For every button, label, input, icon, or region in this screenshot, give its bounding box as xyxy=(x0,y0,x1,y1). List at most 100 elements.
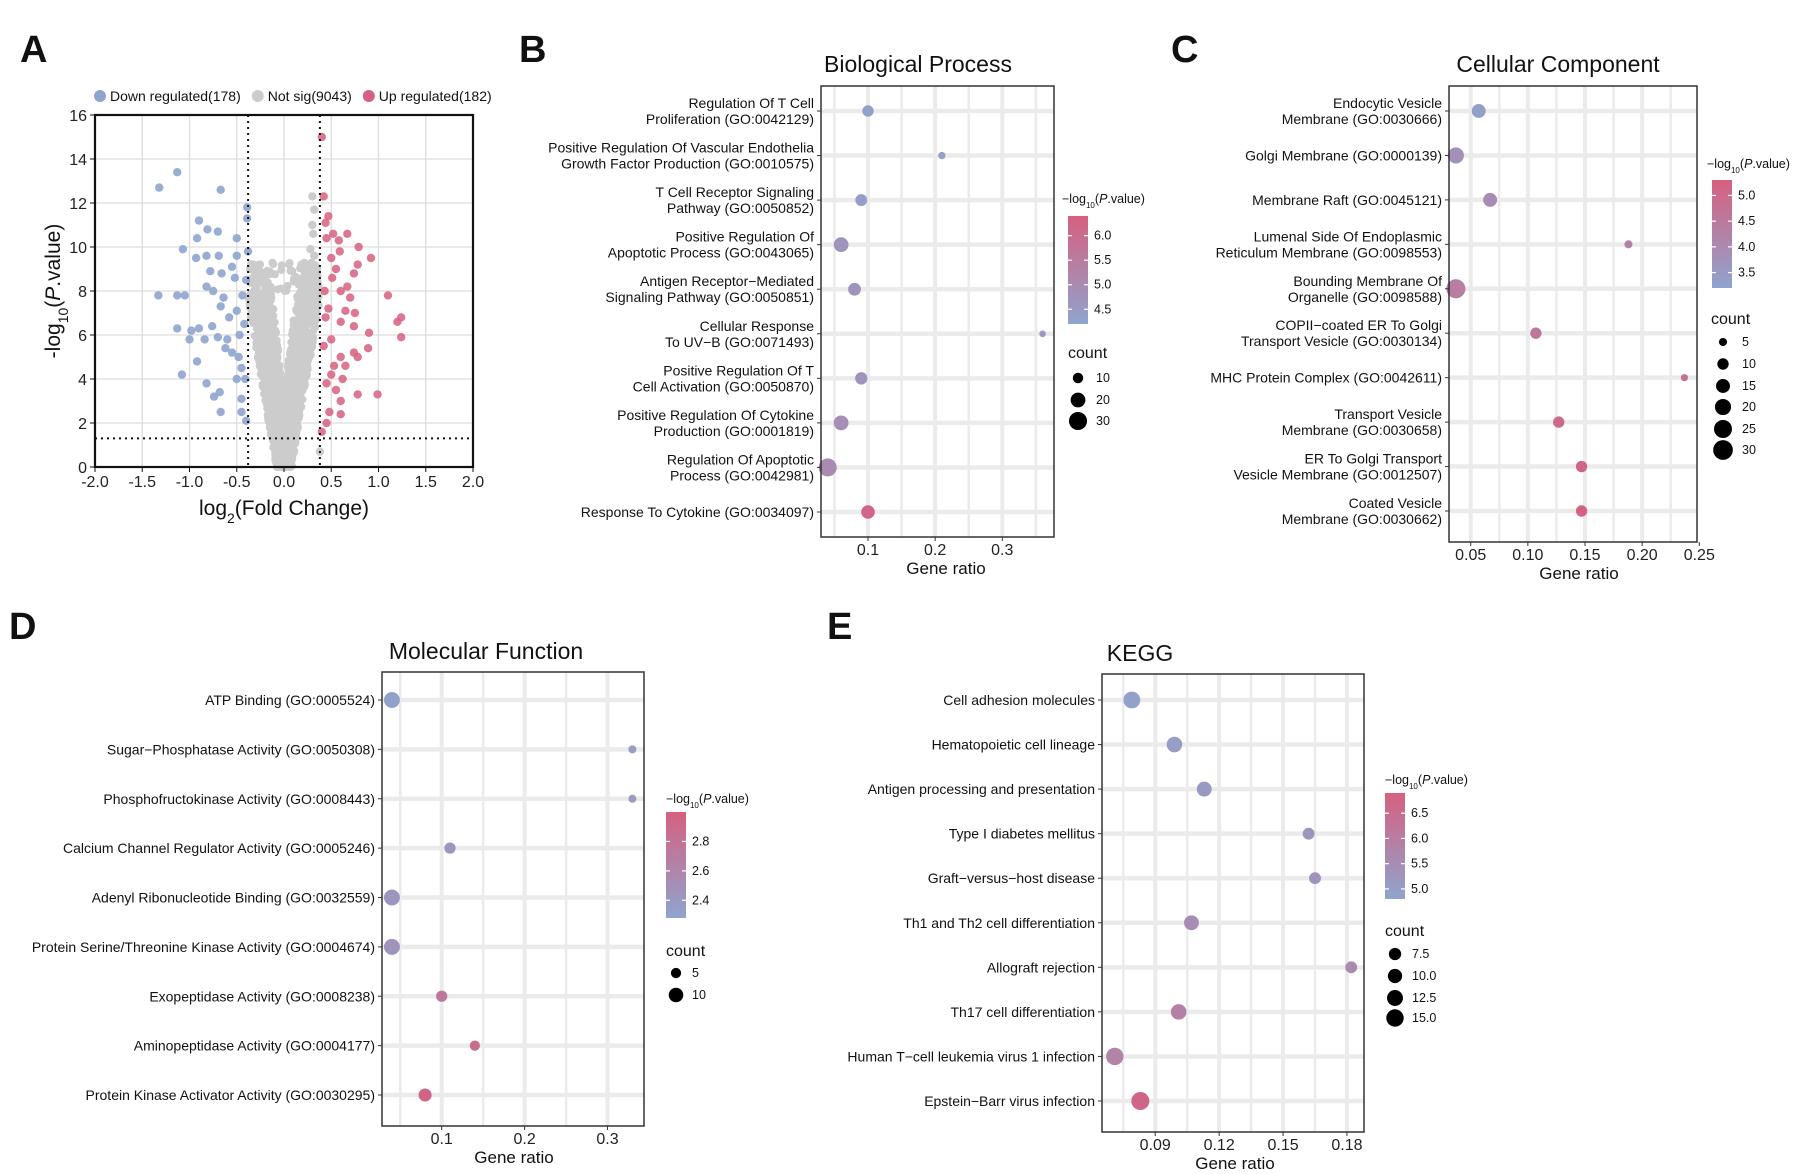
size-legend-dot xyxy=(1713,440,1733,460)
point-up xyxy=(343,229,352,238)
point-down xyxy=(155,183,164,192)
point-up xyxy=(331,385,341,395)
point-notsig xyxy=(265,340,274,349)
term-label: Coated Vesicle xyxy=(1349,495,1443,511)
term-label: Lumenal Side Of Endoplasmic xyxy=(1254,228,1442,244)
point-down xyxy=(178,245,188,254)
x-tick-label: 0.3 xyxy=(596,1131,618,1148)
point-notsig xyxy=(259,280,268,289)
size-legend-dot xyxy=(1387,990,1403,1006)
x-tick-label: 0.15 xyxy=(1267,1137,1298,1154)
point-notsig xyxy=(306,245,315,254)
plot-border xyxy=(1448,85,1698,543)
point-notsig xyxy=(295,351,304,360)
text-part: −log xyxy=(1385,773,1409,787)
term-point xyxy=(383,692,400,708)
size-legend-dot xyxy=(1716,379,1730,393)
panel-letter-e: E xyxy=(827,606,852,648)
point-down xyxy=(224,313,234,322)
point-down xyxy=(192,234,202,243)
point-down xyxy=(232,374,241,384)
point-notsig xyxy=(288,326,297,335)
y-tick-label: 2 xyxy=(78,416,87,433)
size-legend-label: 30 xyxy=(1096,414,1110,428)
point-up xyxy=(334,236,344,245)
size-legend-label: 12.5 xyxy=(1412,991,1436,1005)
point-notsig xyxy=(283,377,292,386)
x-tick-label: 0.12 xyxy=(1204,1137,1235,1154)
term-label: Allograft rejection xyxy=(987,959,1095,975)
color-tick-label: 5.5 xyxy=(1411,857,1428,871)
term-label: Response To Cytokine (GO:0034097) xyxy=(581,504,814,520)
point-notsig xyxy=(311,307,320,316)
size-legend-dot xyxy=(1717,358,1729,370)
term-label: MHC Protein Complex (GO:0042611) xyxy=(1210,370,1442,386)
point-notsig xyxy=(307,265,316,274)
point-up xyxy=(319,192,328,201)
y-tick-label: 12 xyxy=(69,196,87,213)
text-part: P xyxy=(1099,192,1108,206)
term-point xyxy=(1302,827,1315,840)
point-notsig xyxy=(300,370,309,379)
point-notsig xyxy=(286,438,295,447)
term-label: T Cell Receptor Signaling xyxy=(656,184,815,200)
point-notsig xyxy=(269,325,278,334)
term-label: Regulation Of T Cell xyxy=(688,95,814,111)
x-tick-label: 0.2 xyxy=(513,1131,535,1148)
point-up xyxy=(321,313,330,322)
text-part: (Fold Change) xyxy=(235,497,369,520)
point-up xyxy=(341,306,350,315)
point-up xyxy=(321,218,330,227)
size-legend-label: 10 xyxy=(692,988,706,1002)
term-point xyxy=(938,151,946,160)
size-legend-title: count xyxy=(1711,311,1751,328)
point-up xyxy=(393,317,402,326)
point-up xyxy=(336,352,345,362)
y-axis-label: -log10(P.value) xyxy=(42,224,71,359)
point-up xyxy=(349,269,359,278)
volcano-plot: -2.0 -1.5 -1.0 -0.5 0.0 0.5 1.0 1.5 2.0 0 2 4 6 8 10 12… xyxy=(42,88,492,526)
panel-letter-d: D xyxy=(9,606,36,648)
term-label: Organelle (GO:0098588) xyxy=(1288,289,1442,305)
point-down xyxy=(173,291,182,300)
color-legend-title: −log10(P.value) xyxy=(1062,192,1145,210)
point-notsig xyxy=(265,423,274,432)
term-label: Positive Regulation Of Cytokine xyxy=(617,407,814,423)
size-legend-dot xyxy=(1388,947,1402,961)
term-label: Hematopoietic cell lineage xyxy=(932,737,1096,753)
legend-label-down: Down regulated(178) xyxy=(110,88,241,104)
text-part: P xyxy=(1422,773,1431,787)
term-label: Proliferation (GO:0042129) xyxy=(646,111,814,127)
point-down xyxy=(191,253,201,263)
point-notsig xyxy=(273,285,282,294)
point-notsig xyxy=(294,408,303,417)
point-notsig xyxy=(290,317,299,326)
x-tick-label: 2.0 xyxy=(462,474,484,491)
point-up xyxy=(322,234,331,243)
point-notsig xyxy=(268,394,277,403)
x-tick-label: 0.5 xyxy=(320,474,342,491)
point-notsig xyxy=(312,298,321,307)
text-part: .value) xyxy=(42,224,65,287)
term-point xyxy=(1166,736,1183,753)
text-part: −log xyxy=(1707,157,1731,171)
point-notsig xyxy=(251,282,260,291)
point-down xyxy=(216,185,225,194)
term-point xyxy=(1575,505,1588,517)
point-down xyxy=(180,291,189,300)
point-down xyxy=(208,286,218,296)
point-up xyxy=(364,328,374,337)
chart-title: Cellular Component xyxy=(1456,51,1660,77)
term-point xyxy=(1483,192,1498,207)
term-point xyxy=(833,237,849,253)
term-label: Pathway (GO:0050852) xyxy=(667,200,814,216)
point-notsig xyxy=(280,400,289,409)
term-label: Epstein−Barr virus infection xyxy=(924,1093,1095,1109)
legend-dot-notsig xyxy=(251,90,264,102)
point-up xyxy=(373,390,382,399)
subscript: 10 xyxy=(1086,201,1095,210)
subscript: 10 xyxy=(690,801,699,810)
size-legend-title: count xyxy=(1385,923,1425,940)
point-down xyxy=(227,348,237,357)
point-down xyxy=(214,251,223,260)
